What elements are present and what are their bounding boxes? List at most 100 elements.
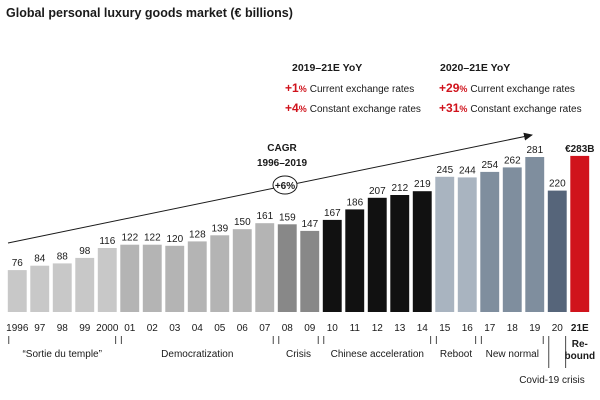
- bar: [525, 157, 545, 312]
- bar-value-label: 207: [369, 186, 386, 197]
- bar-value-label: 128: [189, 229, 206, 240]
- bar: [457, 177, 477, 312]
- x-tick-label: 13: [394, 323, 406, 334]
- cagr-period: 1996–2019: [257, 158, 307, 169]
- x-tick-label: 11: [350, 323, 361, 334]
- phase-bracket: [480, 336, 544, 344]
- bar-value-label: 84: [34, 254, 46, 265]
- phase-label: Chinese acceleration: [331, 349, 424, 360]
- x-tick-label: 01: [124, 323, 136, 334]
- bar: [7, 270, 27, 312]
- x-tick-label: 99: [79, 323, 91, 334]
- bar: [210, 235, 230, 312]
- bar-value-label: 245: [436, 165, 453, 176]
- bar-value-label: 98: [79, 246, 91, 257]
- bar-value-label: 167: [324, 208, 341, 219]
- bar-value-label: 122: [121, 233, 138, 244]
- phase-label: Crisis: [286, 349, 311, 360]
- bar: [120, 244, 140, 312]
- bar-value-label: 281: [526, 145, 543, 156]
- bar: [142, 244, 162, 312]
- x-tick-label: 21E: [571, 323, 589, 334]
- x-tick-label: 98: [57, 323, 69, 334]
- x-tick-label: 14: [417, 323, 429, 334]
- bar: [502, 167, 522, 312]
- bar-value-label: 139: [211, 223, 228, 234]
- x-tick-label: 04: [192, 323, 204, 334]
- bar: [75, 257, 95, 312]
- bar-value-label: 88: [57, 251, 69, 262]
- bar: [277, 224, 297, 312]
- x-tick-label: 10: [327, 323, 339, 334]
- x-tick-label: 15: [439, 323, 451, 334]
- bar: [367, 197, 387, 312]
- cagr-label: CAGR: [267, 143, 297, 154]
- bar: [97, 248, 117, 312]
- x-tick-label: 05: [214, 323, 226, 334]
- bar-value-label: 120: [166, 234, 183, 245]
- phase-bracket: [278, 336, 319, 344]
- x-tick-label: 06: [237, 323, 249, 334]
- bar-value-label: 212: [391, 183, 408, 194]
- cagr-value: +6%: [275, 181, 295, 192]
- bar: [30, 265, 50, 312]
- bar: [435, 176, 455, 312]
- phase-label: “Sortie du temple”: [22, 349, 101, 360]
- bar: [390, 195, 410, 312]
- x-tick-label: 20: [552, 323, 564, 334]
- yoy-row: +1% Current exchange rates: [285, 81, 414, 95]
- bar-value-label: 150: [234, 217, 251, 228]
- yoy-block-2020-21: 2020–21E YoY +29% Current exchange rates …: [439, 62, 582, 115]
- phase-label-rebound: Re-: [572, 339, 588, 350]
- bar: [345, 209, 365, 312]
- bar-value-label: 116: [99, 236, 115, 247]
- bar: [412, 191, 432, 312]
- x-tick-label: 18: [507, 323, 519, 334]
- yoy-heading: 2019–21E YoY: [292, 62, 362, 74]
- yoy-heading: 2020–21E YoY: [440, 62, 510, 74]
- bar-value-label: 254: [481, 160, 498, 171]
- phase-bracket: [435, 336, 477, 344]
- bar: [480, 171, 500, 312]
- x-tick-label: 08: [282, 323, 294, 334]
- phase-label: Reboot: [440, 349, 472, 360]
- bar-value-label: 262: [504, 155, 521, 166]
- bar-value-label: €283B: [565, 144, 594, 155]
- phase-label: Democratization: [161, 349, 233, 360]
- bar: [187, 241, 207, 312]
- x-tick-label: 2000: [96, 323, 119, 334]
- cagr-trend-arrow: [7, 132, 533, 244]
- bar: [547, 190, 567, 312]
- bar-value-label: 159: [279, 212, 296, 223]
- x-tick-label: 02: [147, 323, 159, 334]
- bar: [165, 245, 185, 312]
- x-tick-label: 1996: [6, 323, 29, 334]
- bar: [255, 223, 275, 312]
- x-tick-label: 19: [529, 323, 541, 334]
- bar-value-label: 219: [414, 179, 431, 190]
- x-tick-label: 17: [484, 323, 496, 334]
- x-tick-label: 12: [372, 323, 384, 334]
- yoy-block-2019-21: 2019–21E YoY +1% Current exchange rates +…: [285, 62, 421, 115]
- x-tick-label: 16: [462, 323, 474, 334]
- x-tick-label: 97: [34, 323, 46, 334]
- x-tick-label: 09: [304, 323, 316, 334]
- phase-label: New normal: [486, 349, 539, 360]
- bar: [52, 263, 72, 312]
- phases-layer: “Sortie du temple” Democratization Crisis C…: [8, 336, 595, 386]
- bar: [300, 230, 320, 312]
- bar: [570, 155, 590, 312]
- chart-title: Global personal luxury goods market (€ b…: [6, 6, 293, 20]
- phase-bracket: [120, 336, 274, 344]
- bar: [232, 229, 252, 312]
- x-tick-label: 07: [259, 323, 271, 334]
- phase-bracket: [323, 336, 432, 344]
- bar-value-label: 186: [346, 197, 363, 208]
- phase-label: Covid-19 crisis: [519, 375, 585, 386]
- bars-layer: 76 1996 84 97 88 98 98 99 116 2000 122 01 122 02 120 03…: [6, 144, 594, 334]
- bar-value-label: 161: [256, 211, 273, 222]
- phase-bracket: [8, 336, 117, 344]
- bar-value-label: 122: [144, 233, 161, 244]
- yoy-row: +29% Current exchange rates: [439, 81, 575, 95]
- x-tick-label: 03: [169, 323, 181, 334]
